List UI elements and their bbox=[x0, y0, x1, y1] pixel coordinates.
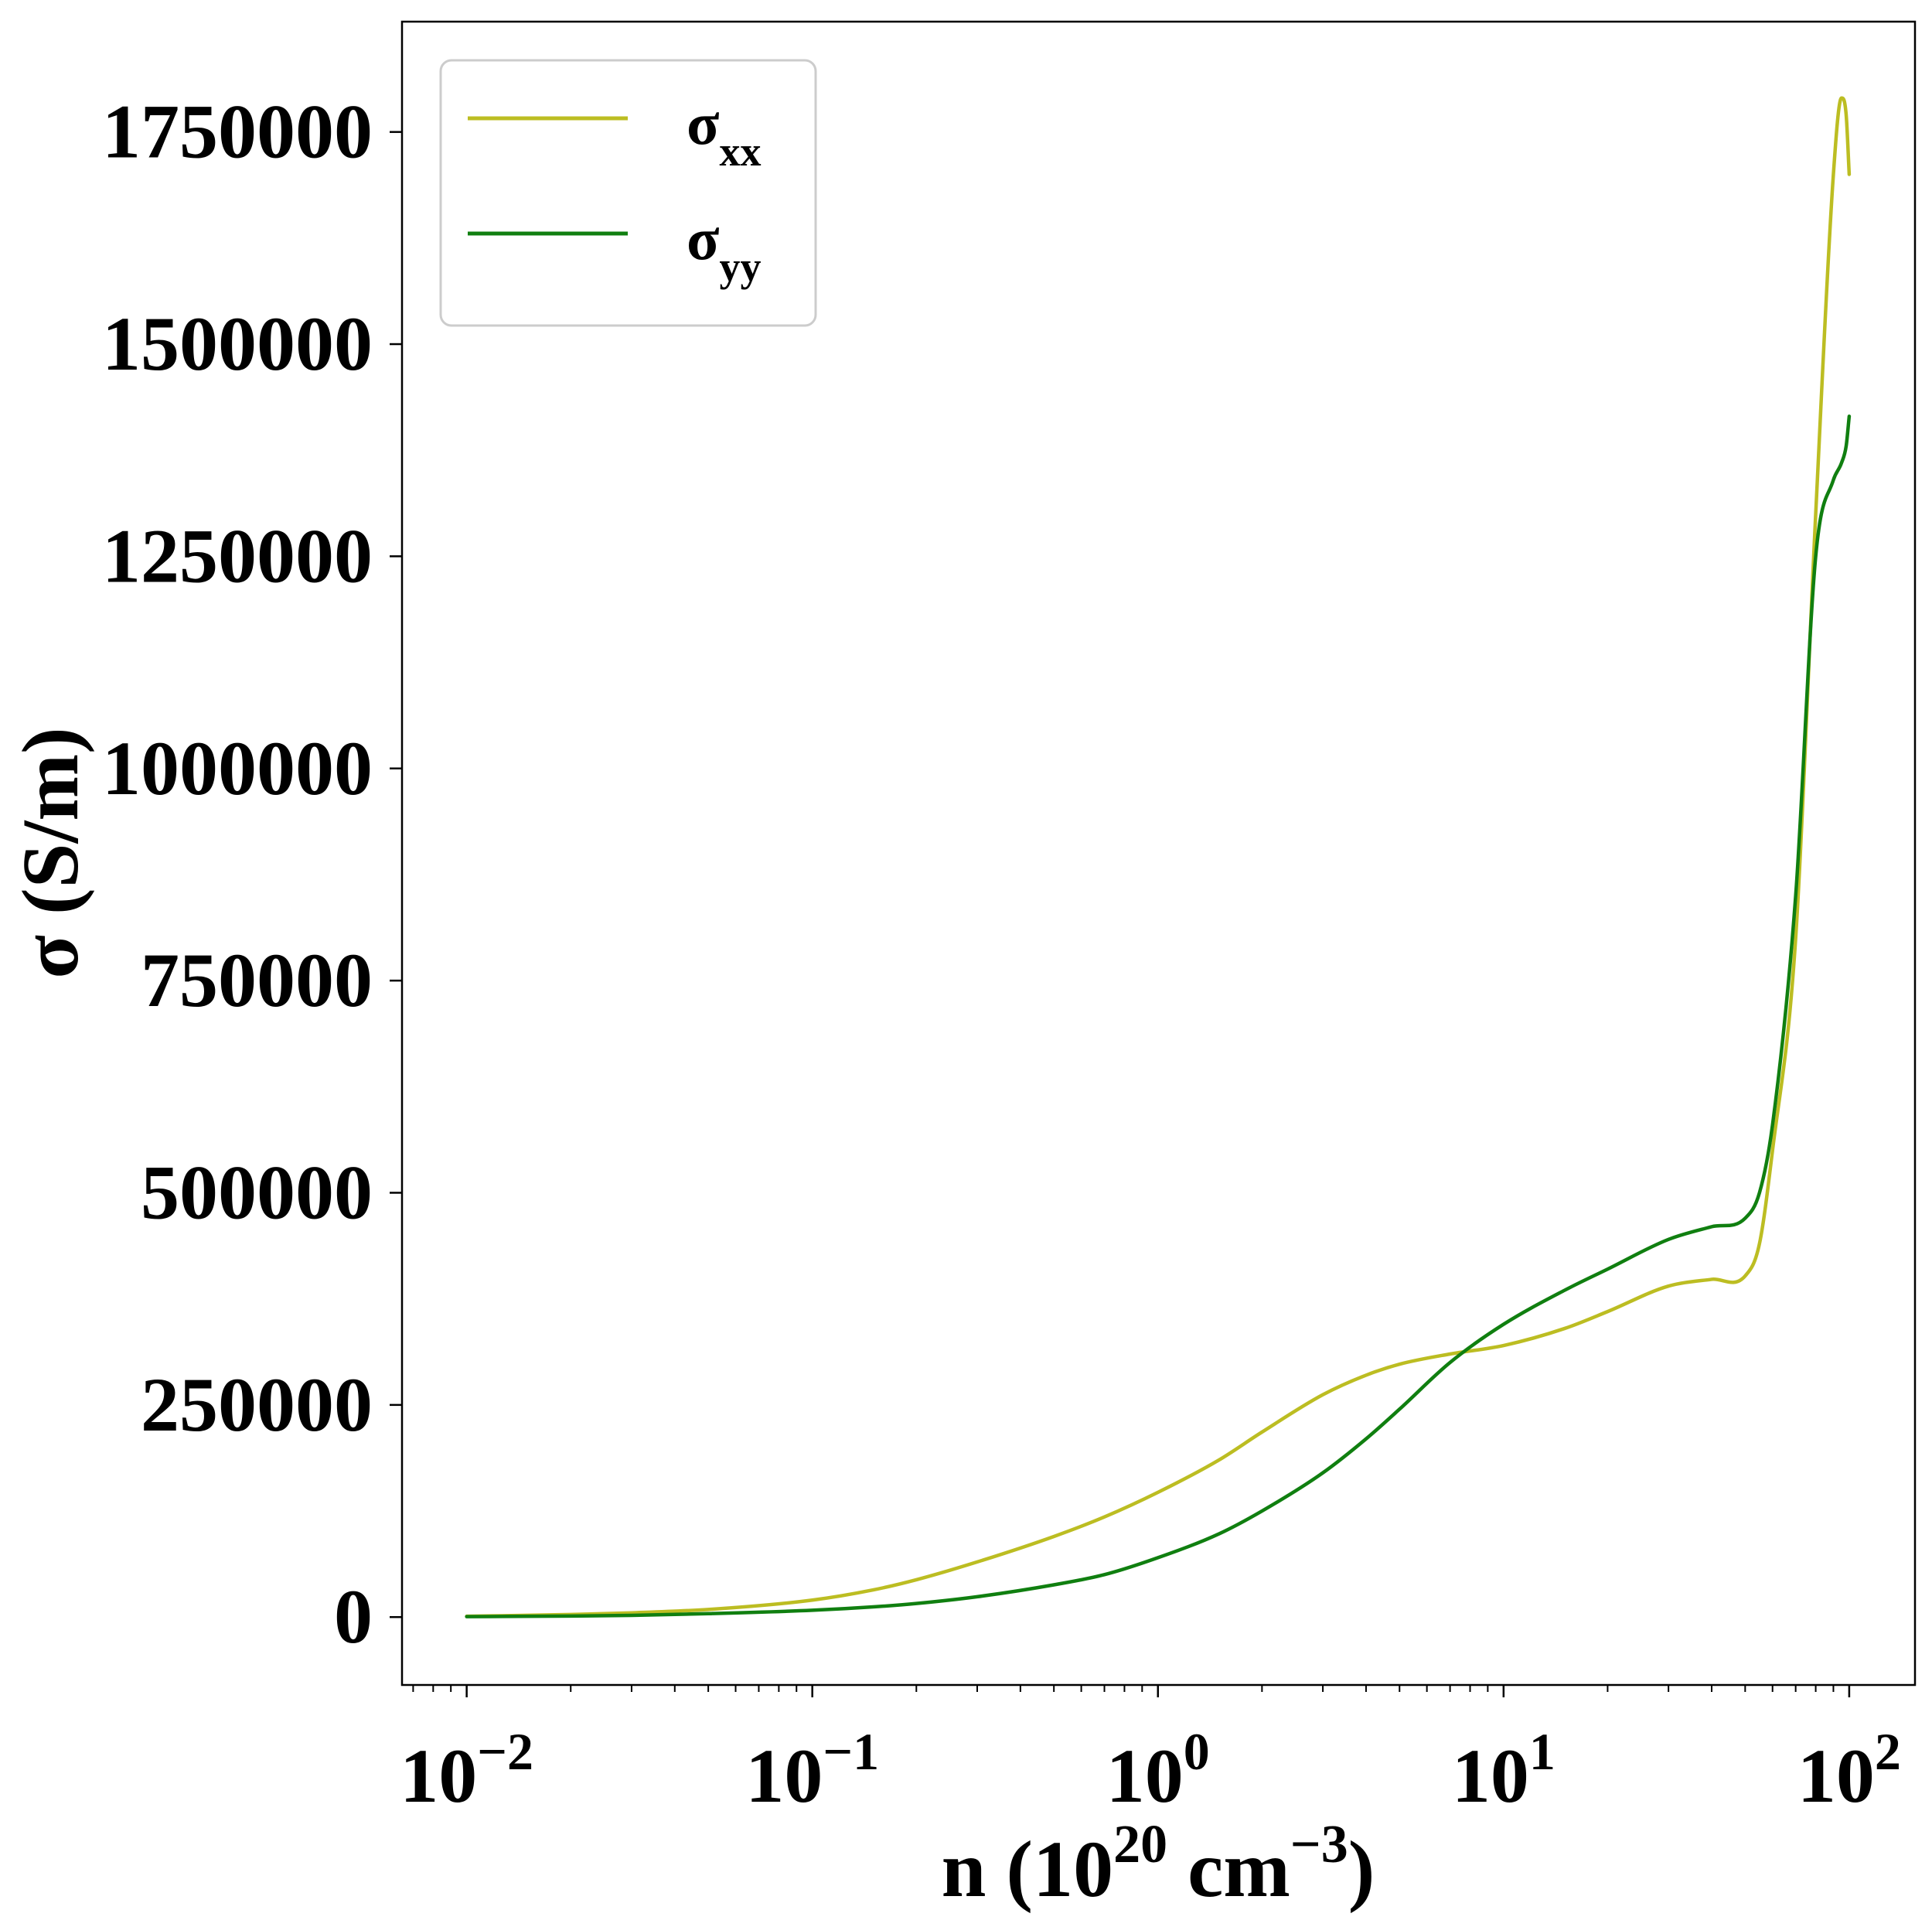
series-layer bbox=[465, 96, 1852, 1618]
x-axis-label-exponent-1: 20 bbox=[1113, 1815, 1167, 1874]
x-tick-label-base: 10 bbox=[1797, 1733, 1875, 1819]
x-tick-label: 100 bbox=[1106, 1722, 1210, 1819]
x-axis: 10−2 10−1 100 101 102 bbox=[400, 1685, 1901, 1819]
legend-label-sigma-yy-subscript: yy bbox=[719, 244, 761, 290]
x-tick-label-base: 10 bbox=[1106, 1733, 1184, 1819]
series-line-sigma-yy bbox=[465, 414, 1852, 1618]
x-tick-label-exponent: −1 bbox=[823, 1722, 879, 1781]
x-tick-label-base: 10 bbox=[745, 1733, 823, 1819]
x-tick-label-exponent: 1 bbox=[1529, 1722, 1555, 1781]
x-tick-label-base: 10 bbox=[1452, 1733, 1529, 1819]
y-tick-label: 1750000 bbox=[102, 89, 373, 175]
y-tick-label: 250000 bbox=[141, 1362, 373, 1448]
x-tick-label-exponent: 0 bbox=[1184, 1722, 1210, 1781]
legend-label-sigma-xx: σxx bbox=[687, 90, 761, 175]
legend-box bbox=[439, 59, 817, 327]
y-tick-label: 500000 bbox=[141, 1149, 373, 1235]
y-tick-label: 750000 bbox=[141, 937, 373, 1023]
y-tick-label: 1250000 bbox=[102, 513, 373, 599]
legend-label-sigma-yy: σyy bbox=[687, 205, 761, 290]
x-tick-label-exponent: 2 bbox=[1875, 1722, 1901, 1781]
legend-label-sigma-xx-subscript: xx bbox=[719, 128, 761, 175]
x-tick-label-base: 10 bbox=[400, 1733, 477, 1819]
x-axis-label-exponent-2: −3 bbox=[1290, 1815, 1348, 1874]
y-tick-label: 1000000 bbox=[102, 725, 373, 811]
x-tick-label: 10−2 bbox=[400, 1722, 533, 1819]
y-axis: 0 250000 500000 750000 1000000 1250000 1500000… bbox=[102, 89, 402, 1659]
x-axis-label-unit: cm bbox=[1167, 1825, 1290, 1914]
y-tick-label: 0 bbox=[334, 1574, 373, 1659]
y-axis-label: σ (S/m) bbox=[6, 727, 95, 978]
x-axis-label-base: n (10 bbox=[942, 1825, 1113, 1914]
y-tick-label: 1500000 bbox=[102, 301, 373, 387]
x-axis-label: n (1020 cm−3) bbox=[942, 1815, 1375, 1914]
x-tick-label: 102 bbox=[1797, 1722, 1901, 1819]
x-tick-label: 101 bbox=[1452, 1722, 1555, 1819]
legend-label-sigma-yy-base: σ bbox=[687, 205, 719, 272]
legend: σxx σyy bbox=[439, 59, 817, 327]
x-axis-label-end: ) bbox=[1348, 1825, 1375, 1914]
x-tick-label: 10−1 bbox=[745, 1722, 879, 1819]
legend-label-sigma-xx-base: σ bbox=[687, 90, 719, 157]
x-tick-label-exponent: −2 bbox=[477, 1722, 533, 1781]
